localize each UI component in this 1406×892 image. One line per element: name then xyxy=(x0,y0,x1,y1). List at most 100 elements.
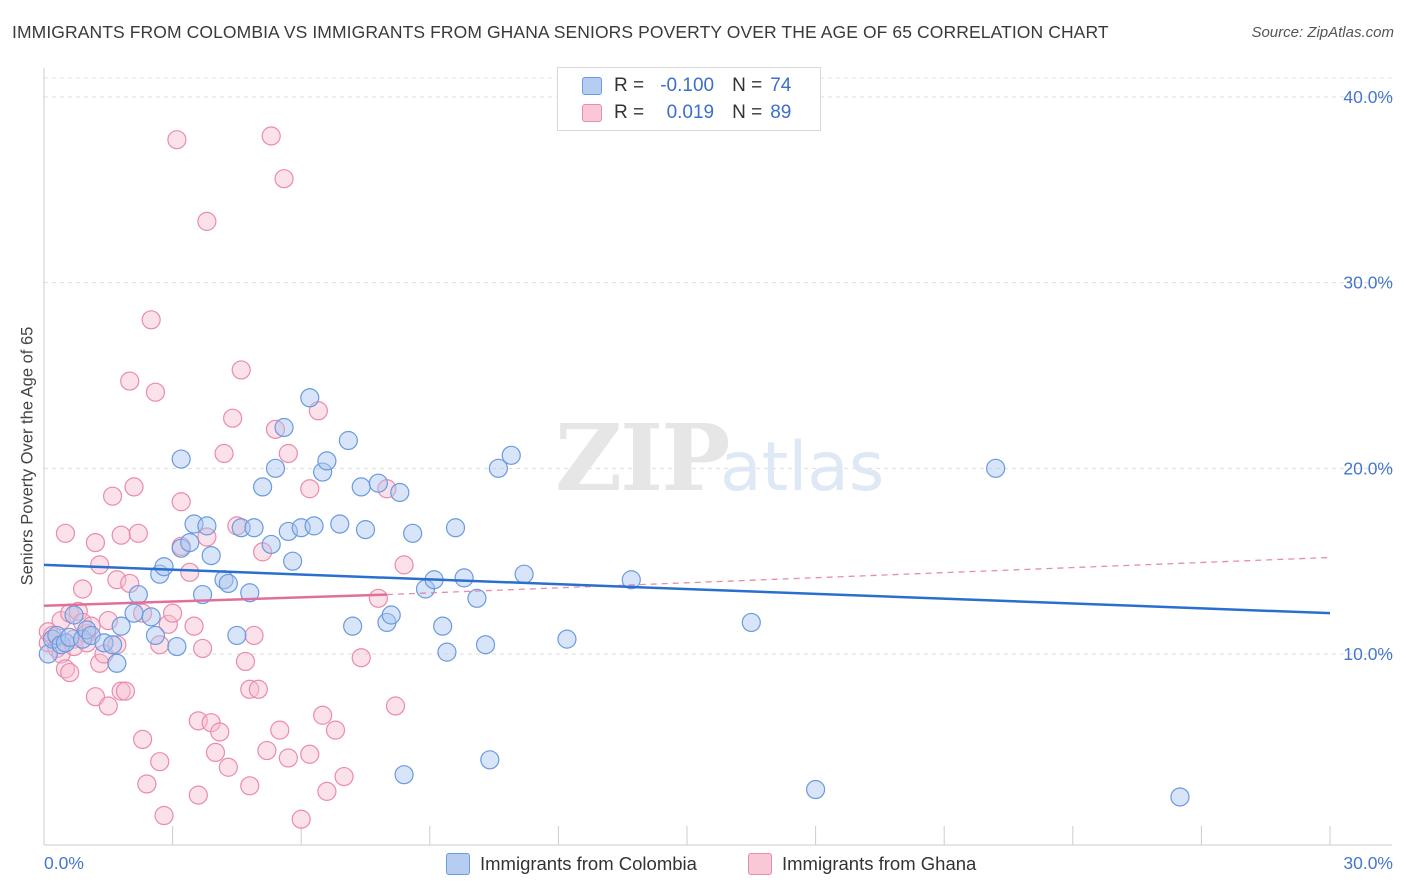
ghana-point xyxy=(210,722,230,742)
colombia-point xyxy=(128,584,148,605)
ghana-point xyxy=(85,532,106,553)
ghana-point xyxy=(385,696,406,716)
colombia-point xyxy=(261,534,281,555)
ghana-point xyxy=(240,776,260,796)
ghana-point xyxy=(257,740,277,761)
watermark: ZIP atlas xyxy=(555,404,884,512)
source-label: Source: ZipAtlas.com xyxy=(1251,24,1394,41)
ghana-point xyxy=(300,744,320,764)
colombia-point xyxy=(437,642,457,662)
bottom-legend-label-colombia: Immigrants from Colombia xyxy=(480,853,697,874)
colombia-point xyxy=(304,516,324,536)
colombia-point xyxy=(167,636,187,657)
bottom-legend-label-ghana: Immigrants from Ghana xyxy=(782,853,977,874)
colombia-point xyxy=(64,605,84,625)
ghana-point xyxy=(163,603,183,623)
colombia-point xyxy=(557,629,577,649)
legend-r-label: R = xyxy=(614,75,645,96)
legend-n-label: N = xyxy=(732,75,763,96)
ghana-point xyxy=(124,477,144,497)
ghana-point xyxy=(120,371,140,391)
colombia-point xyxy=(244,518,264,538)
colombia-point xyxy=(403,523,423,543)
colombia-point xyxy=(193,584,213,605)
bottom-legend-ghana: Immigrants from Ghana xyxy=(748,851,976,877)
colombia-point xyxy=(741,612,761,633)
colombia-point xyxy=(180,532,200,553)
bottom-swatch-ghana xyxy=(748,853,772,875)
axes xyxy=(43,68,1392,846)
legend-n-value-ghana: 89 xyxy=(770,102,792,123)
ghana-point xyxy=(313,705,333,725)
ghana-point xyxy=(325,720,346,740)
colombia-point xyxy=(107,653,127,673)
colombia-point xyxy=(278,521,298,542)
colombia-point xyxy=(390,482,410,503)
ghana-point xyxy=(90,555,110,575)
legend-r-value-colombia: -0.100 xyxy=(660,75,715,96)
colombia-points xyxy=(38,388,1190,807)
ghana-point xyxy=(235,651,256,672)
ghana-point xyxy=(334,766,354,787)
colombia-point xyxy=(283,551,303,571)
colombia-point xyxy=(445,518,466,538)
ghana-point xyxy=(274,169,294,189)
ghana-trend-line xyxy=(43,593,387,607)
colombia-point xyxy=(475,635,496,655)
ghana-point xyxy=(300,479,320,499)
colombia-point xyxy=(433,616,453,636)
colombia-point xyxy=(145,625,166,646)
ghana-point xyxy=(141,310,161,330)
ghana-point xyxy=(197,527,217,547)
colombia-point xyxy=(313,462,333,482)
colombia-point xyxy=(274,417,294,438)
x-tick-label: 30.0% xyxy=(1343,853,1393,873)
ghana-point xyxy=(150,752,170,772)
colombia-point xyxy=(338,430,358,451)
ghana-point xyxy=(72,579,93,599)
ghana-point xyxy=(107,570,127,590)
ghana-point xyxy=(188,785,208,805)
legend-swatch-ghana xyxy=(582,104,602,122)
colombia-point xyxy=(488,458,508,478)
colombia-point xyxy=(986,458,1006,478)
colombia-point xyxy=(317,451,337,471)
tick-labels: 10.0% 20.0% 30.0% 40.0% 0.0% 30.0% xyxy=(44,87,1393,873)
colombia-point xyxy=(480,750,500,770)
colombia-point xyxy=(265,458,286,478)
ghana-point xyxy=(132,729,153,750)
y-tick-label: 10.0% xyxy=(1343,644,1393,664)
colombia-point xyxy=(381,605,401,625)
colombia-point xyxy=(171,449,191,469)
colombia-point xyxy=(368,473,388,493)
ghana-point xyxy=(158,614,178,634)
ghana-point xyxy=(98,696,118,716)
colombia-point xyxy=(514,564,534,584)
ghana-point xyxy=(223,408,243,428)
colombia-point xyxy=(102,635,123,655)
colombia-point xyxy=(501,445,521,465)
colombia-point xyxy=(201,545,221,566)
colombia-point xyxy=(240,583,260,603)
ghana-point xyxy=(111,525,131,545)
ghana-point xyxy=(205,742,226,763)
colombia-point xyxy=(330,514,350,534)
ghana-point xyxy=(270,720,290,740)
legend-n-label: N = xyxy=(732,102,763,123)
ghana-point xyxy=(145,382,166,402)
y-tick-label: 40.0% xyxy=(1343,87,1393,107)
legend-r-label: R = xyxy=(614,102,645,123)
colombia-point xyxy=(38,644,58,664)
x-tick-label: 0.0% xyxy=(44,853,84,873)
ghana-point xyxy=(244,625,264,646)
correlation-legend: R = -0.100 N = 74 R = 0.019 N = 89 xyxy=(557,67,821,131)
colombia-point xyxy=(454,568,474,588)
colombia-point xyxy=(621,570,641,590)
colombia-point xyxy=(394,765,414,785)
ghana-point xyxy=(291,809,311,829)
ghana-point xyxy=(278,748,298,768)
colombia-point xyxy=(355,520,376,540)
ghana-point xyxy=(171,492,191,512)
ghana-point xyxy=(317,781,337,801)
